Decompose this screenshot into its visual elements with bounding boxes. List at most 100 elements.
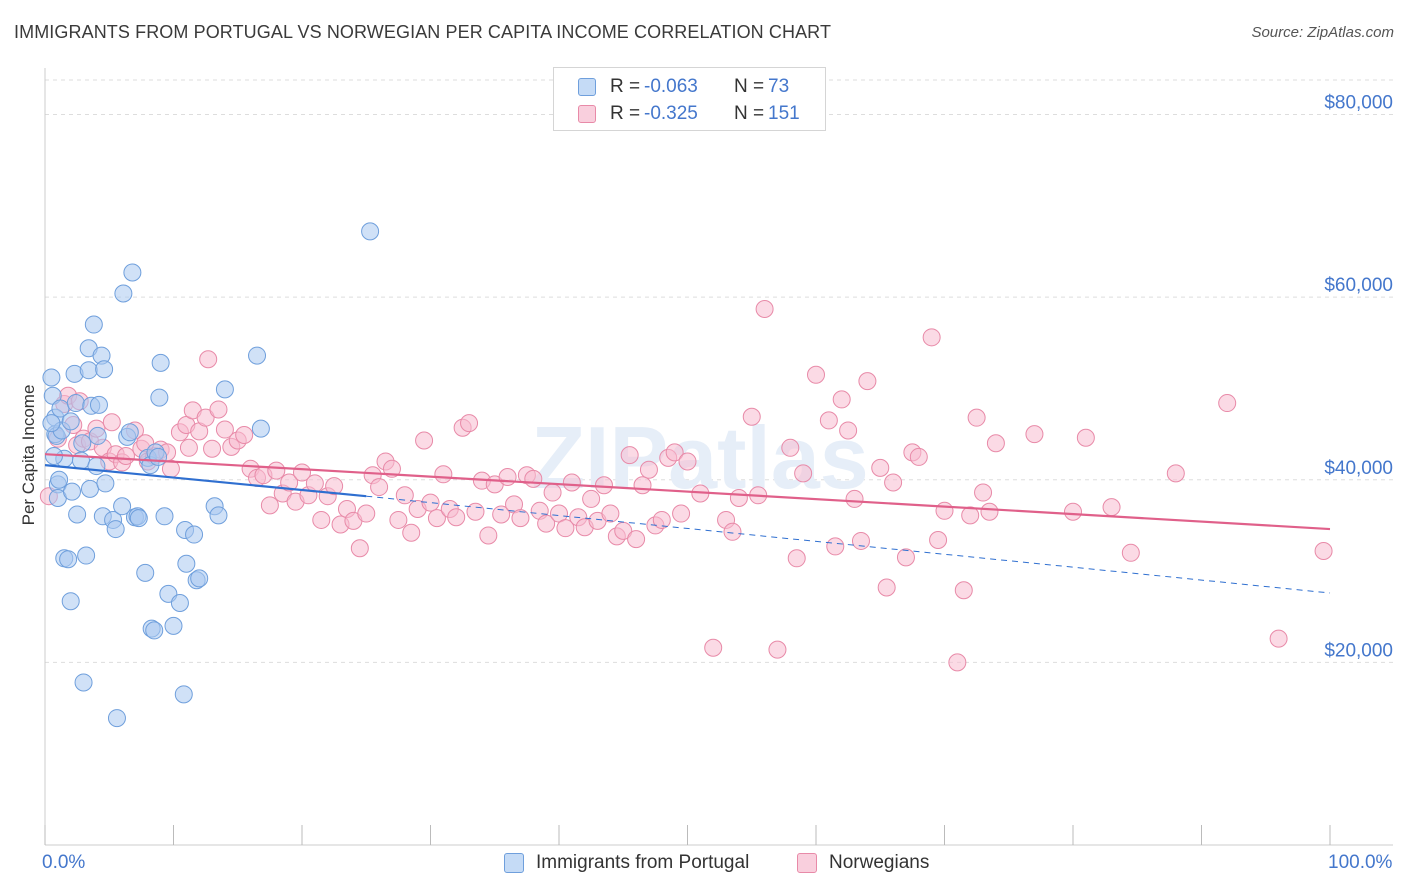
portugal-point bbox=[185, 525, 204, 544]
norwegians-point bbox=[826, 537, 845, 556]
norwegians-point bbox=[781, 438, 800, 457]
norwegians-point bbox=[954, 581, 973, 600]
y-tick-label: $40,000 bbox=[1324, 458, 1393, 479]
portugal-point bbox=[96, 474, 115, 493]
norwegians-point bbox=[832, 390, 851, 409]
norwegians-point bbox=[498, 468, 517, 487]
norwegians-point bbox=[986, 434, 1005, 453]
portugal-point bbox=[42, 414, 61, 433]
norwegians-point bbox=[935, 501, 954, 520]
norwegians-point bbox=[627, 530, 646, 549]
portugal-legend-swatch bbox=[504, 853, 524, 873]
norwegians-point bbox=[633, 476, 652, 495]
x-tick-min: 0.0% bbox=[42, 852, 86, 873]
portugal-point bbox=[155, 507, 174, 526]
n-value: 151 bbox=[768, 103, 800, 124]
norwegians-point bbox=[652, 510, 671, 529]
norwegians-point bbox=[929, 531, 948, 550]
norwegians-point bbox=[1269, 629, 1288, 648]
norwegians-point bbox=[1102, 498, 1121, 517]
portugal-point bbox=[120, 423, 139, 442]
portugal-point bbox=[71, 451, 90, 470]
norwegians-point bbox=[203, 439, 222, 458]
norwegians-point bbox=[967, 408, 986, 427]
norwegians-point bbox=[402, 523, 421, 542]
norwegians-swatch bbox=[578, 105, 596, 123]
portugal-point bbox=[164, 616, 183, 635]
portugal-point bbox=[361, 222, 380, 241]
portugal-point bbox=[209, 506, 228, 525]
y-axis-label: Per Capita Income bbox=[19, 385, 38, 526]
norwegians-point bbox=[357, 504, 376, 523]
norwegians-point bbox=[980, 502, 999, 521]
norwegians-point bbox=[639, 460, 658, 479]
norwegians-point bbox=[729, 489, 748, 508]
norwegians-point bbox=[794, 464, 813, 483]
norwegians-point bbox=[479, 526, 498, 545]
portugal-point bbox=[89, 395, 108, 414]
legend-item-portugal[interactable]: Immigrants from Portugal bbox=[504, 852, 749, 874]
norwegians-point bbox=[787, 549, 806, 568]
norwegians-point bbox=[877, 578, 896, 597]
norwegians-point bbox=[948, 653, 967, 672]
norwegians-point bbox=[723, 522, 742, 541]
y-tick-labels: $20,000 $40,000 $60,000 $80,000 bbox=[1324, 93, 1393, 662]
portugal-point bbox=[88, 426, 107, 445]
norwegians-point bbox=[672, 504, 691, 523]
norwegians-point bbox=[209, 400, 228, 419]
norwegians-point bbox=[1121, 543, 1140, 562]
norwegians-point bbox=[1314, 541, 1333, 560]
norwegians-point bbox=[427, 509, 446, 528]
portugal-point bbox=[129, 509, 148, 528]
norwegians-point bbox=[537, 514, 556, 533]
norwegians-point bbox=[260, 496, 279, 515]
portugal-point bbox=[150, 388, 169, 407]
norwegians-point bbox=[389, 510, 408, 529]
norwegians-point bbox=[909, 447, 928, 466]
portugal-point bbox=[215, 380, 234, 399]
norwegians-point bbox=[280, 473, 299, 492]
norwegians-point bbox=[704, 638, 723, 657]
axes bbox=[44, 68, 1393, 846]
x-tick-max: 100.0% bbox=[1328, 852, 1393, 873]
legend-item-norwegians[interactable]: Norwegians bbox=[797, 852, 929, 874]
norwegians-point bbox=[884, 473, 903, 492]
norwegians-point bbox=[492, 505, 511, 524]
portugal-point bbox=[123, 263, 142, 282]
trend-lines bbox=[44, 453, 1331, 594]
portugal-point bbox=[145, 621, 164, 640]
norwegians-point bbox=[312, 510, 331, 529]
norwegians-point bbox=[922, 328, 941, 347]
portugal-point bbox=[170, 594, 189, 613]
portugal-point bbox=[84, 315, 103, 334]
chart-title: IMMIGRANTS FROM PORTUGAL VS NORWEGIAN PE… bbox=[14, 22, 832, 42]
norwegians-point bbox=[755, 300, 774, 319]
norwegians-point bbox=[858, 372, 877, 391]
portugal-point bbox=[77, 546, 96, 565]
source-note: Source: ZipAtlas.com bbox=[1251, 24, 1394, 41]
norwegians-point bbox=[235, 426, 254, 445]
portugal-point bbox=[174, 685, 193, 704]
y-tick-label: $20,000 bbox=[1324, 640, 1393, 661]
norwegians-point bbox=[1076, 428, 1095, 447]
portugal-point bbox=[136, 563, 155, 582]
norwegians-point bbox=[267, 461, 286, 480]
n-label: N = bbox=[734, 103, 765, 124]
portugal-swatch bbox=[578, 78, 596, 96]
norwegians-legend-swatch bbox=[797, 853, 817, 873]
norwegians-point bbox=[851, 531, 870, 550]
norwegians-point bbox=[116, 447, 135, 466]
y-tick-label: $80,000 bbox=[1324, 93, 1393, 114]
norwegians-point bbox=[350, 539, 369, 558]
norwegians-points bbox=[39, 300, 1333, 672]
norwegians-point bbox=[511, 509, 530, 528]
portugal-point bbox=[61, 412, 80, 431]
portugal-point bbox=[106, 520, 125, 539]
portugal-points bbox=[42, 222, 380, 728]
n-label: N = bbox=[734, 76, 765, 97]
norwegians-point bbox=[961, 506, 980, 525]
norwegians-point bbox=[974, 483, 993, 502]
stats-legend: R = -0.063 N = 73 R = -0.325 N = 151 bbox=[553, 67, 826, 131]
norwegians-point bbox=[896, 548, 915, 567]
norwegians-point bbox=[434, 465, 453, 484]
